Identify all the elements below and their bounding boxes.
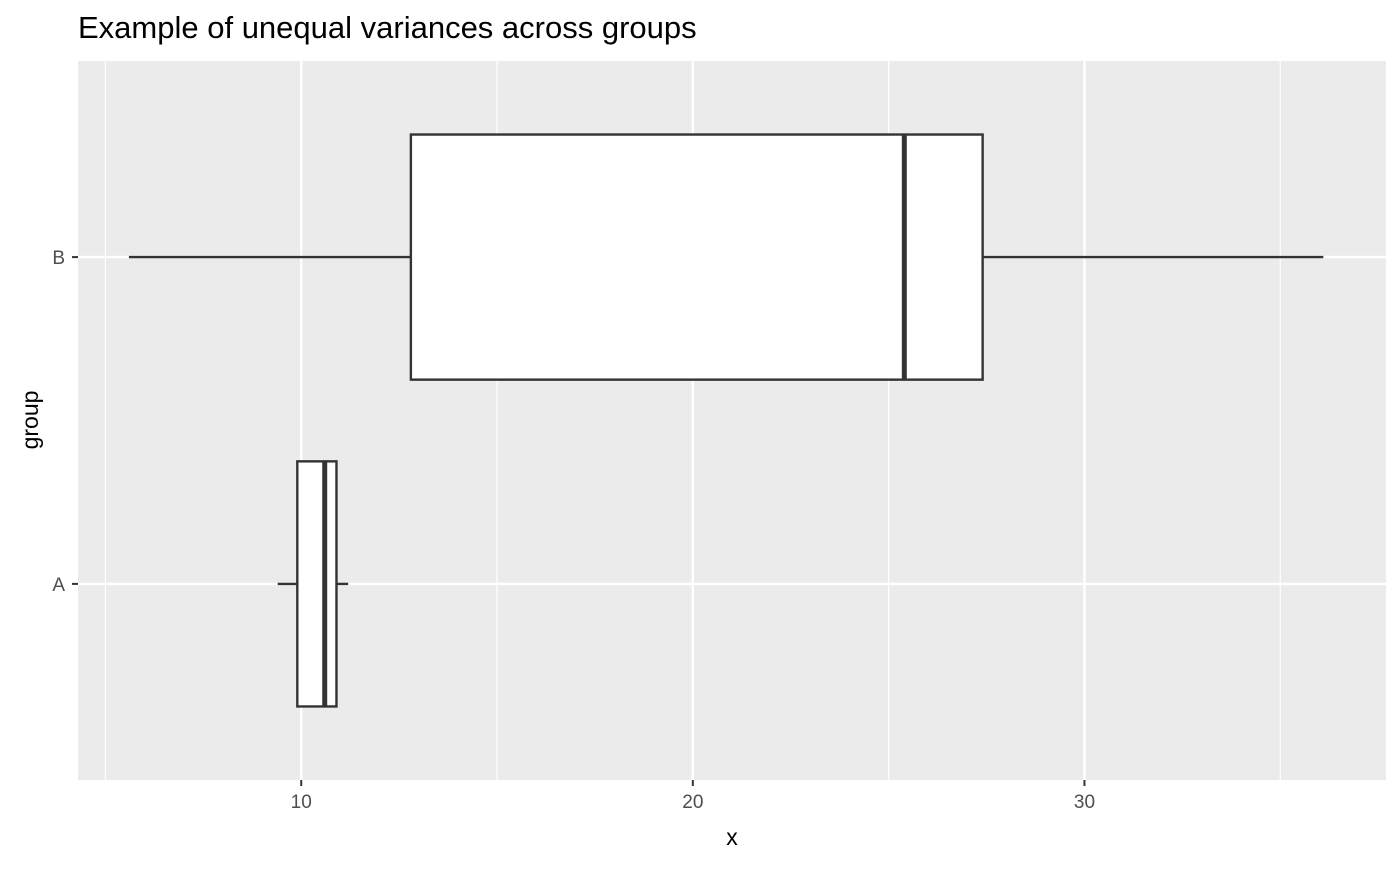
y-tick-label: A — [52, 575, 65, 596]
box-body — [296, 460, 338, 708]
axis-layer: 10 20 30 A B — [52, 248, 1095, 813]
box-A — [277, 460, 349, 708]
y-tick-label: B — [52, 248, 65, 269]
x-tick-label: 30 — [1074, 792, 1095, 813]
chart-title: Example of unequal variances across grou… — [78, 10, 697, 45]
box-body — [409, 133, 984, 381]
x-tick-label: 10 — [291, 792, 312, 813]
y-axis-title: group — [17, 391, 43, 450]
x-tick-label: 20 — [682, 792, 703, 813]
x-axis-title: x — [726, 824, 738, 850]
box-B — [128, 133, 1324, 381]
box-layer — [128, 133, 1324, 708]
